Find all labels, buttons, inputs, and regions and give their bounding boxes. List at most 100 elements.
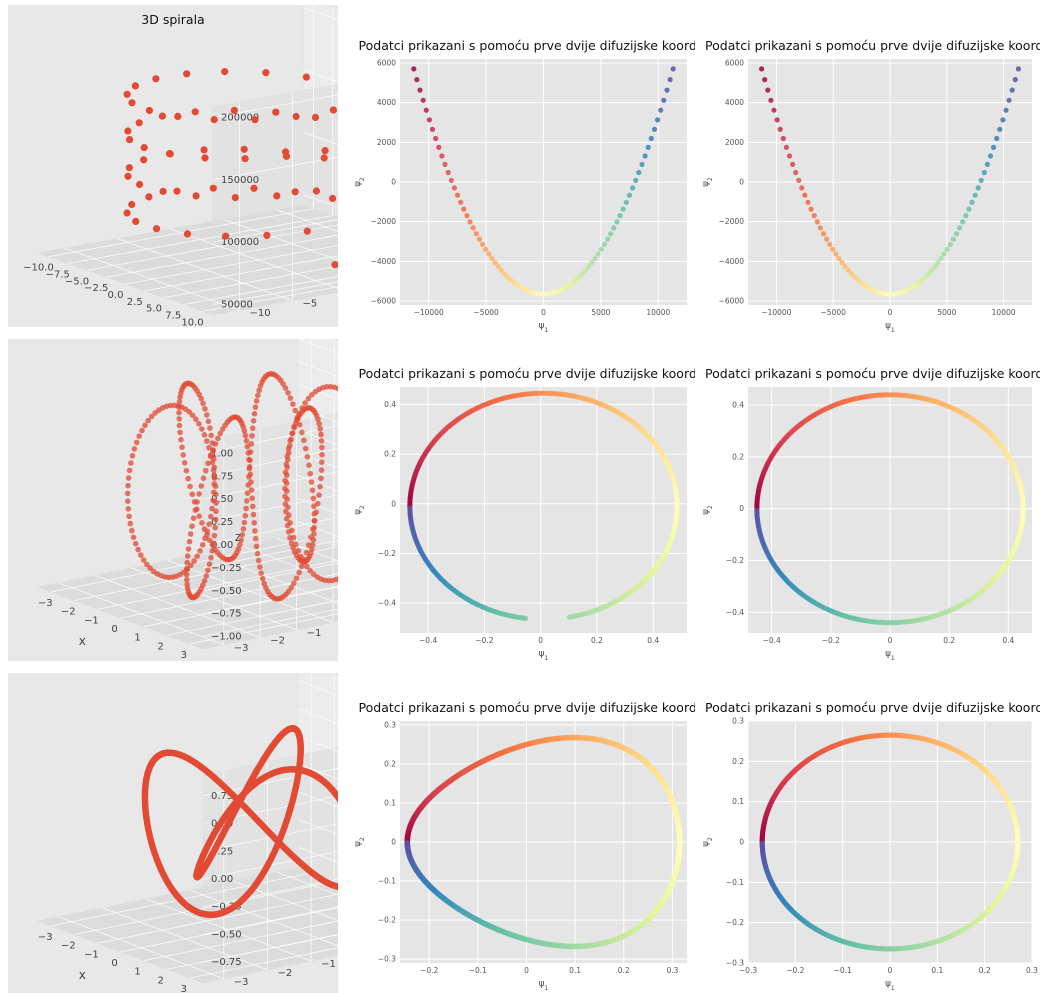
data-point [252,528,258,534]
data-point [495,264,501,270]
y-tick-label: 2000 [377,138,396,147]
y-tick-label: −4000 [719,257,745,266]
z-tick-label: −0.50 [211,586,242,597]
data-point [664,87,670,93]
z-gridline [297,819,338,835]
y-tick-label: −4000 [371,257,397,266]
data-point [238,537,244,543]
data-point [299,429,305,436]
data-point [489,255,495,262]
y-gridline [204,552,338,604]
data-point [126,467,133,474]
data-point [312,187,320,195]
data-point [123,209,131,217]
data-point [250,511,257,518]
data-point [984,161,990,167]
data-point [244,498,250,504]
z-gridline [202,448,338,477]
data-point [291,188,299,196]
data-point [258,570,264,576]
z-gridline [202,934,338,963]
data-point [125,164,133,172]
data-point [294,414,301,421]
data-point [194,553,200,559]
data-point [135,546,141,553]
z-tick-label: 1.00 [211,448,233,459]
data-point [786,153,793,159]
y-tick-label: 0.4 [732,401,744,410]
data-point [152,225,161,233]
data-point [199,520,205,526]
x-tick-label: 0 [541,308,546,317]
data-point [302,73,310,81]
data-point [608,231,614,237]
y-gridline [170,228,338,289]
data-point [287,395,294,401]
data-point [592,255,598,262]
data-point [205,460,211,467]
data-point [283,516,290,522]
x-tick-label: 0.2 [618,966,630,975]
y-tick-label: −3 [234,977,249,988]
y-gridline [64,247,240,311]
data-point [194,499,200,505]
data-point [285,529,292,535]
data-point [486,251,492,257]
data-point [311,517,318,524]
data-point [291,580,297,586]
chart-title: Podatci prikazani s pomoću prve dvije di… [705,700,1040,715]
data-point [301,556,307,563]
data-point [670,66,676,72]
z-gridline [212,281,338,305]
data-point [306,462,312,468]
z-gridline [202,562,338,592]
y-gridline [167,560,334,623]
data-point [181,460,188,466]
x-tick-label: 0.1 [931,966,943,975]
data-point [184,566,190,572]
data-point [614,219,620,225]
z-tick-label: 0.00 [211,540,233,551]
z-gridline [202,851,338,880]
x-tick-label: 0.0 [108,290,124,301]
data-point [251,411,258,417]
data-point [317,483,323,490]
data-point [196,513,203,519]
data-point [173,187,181,195]
data-point [476,236,482,242]
y-axis-label: ψ2 [701,837,714,847]
x-tick-label: 0 [538,636,543,645]
z-gridline [297,498,338,515]
z-gridline [212,94,338,118]
y-tick-label: 0.3 [384,720,396,729]
data-point [611,225,617,231]
data-point [944,246,950,252]
data-point [202,535,208,542]
data-point [259,575,266,582]
data-point [213,500,219,506]
x-tick-label: −0.4 [763,636,781,645]
data-point [833,251,839,257]
data-point [633,177,639,183]
z-tick-label: 0.25 [211,517,233,528]
data-point [1000,117,1006,123]
data-point [202,406,208,412]
data-point [139,427,145,434]
y-tick-label: −2 [277,968,292,979]
data-point [198,395,204,402]
data-point [498,267,504,273]
data-point [305,542,312,548]
z-tick-label: −0.25 [211,563,242,574]
data-point [310,526,316,532]
data-point [183,467,190,474]
data-point [420,97,426,103]
data-point [796,177,802,183]
data-point [790,161,796,167]
data-point [144,561,150,568]
data-point [191,558,197,564]
y-tick-label: −0.1 [378,877,396,886]
data-point [636,169,642,176]
y-tick-label: 0.2 [732,757,744,766]
z-gridline [297,452,338,469]
data-point [439,153,445,159]
